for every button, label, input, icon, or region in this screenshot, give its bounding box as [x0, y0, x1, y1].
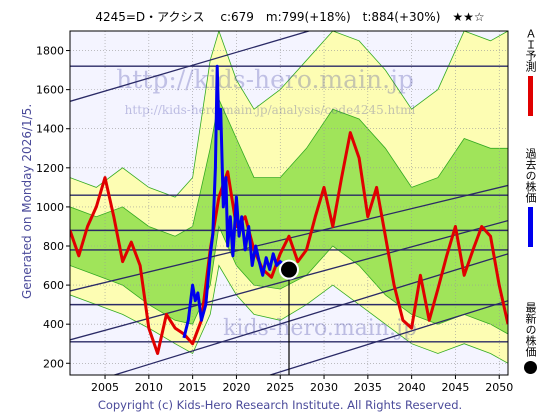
watermark: http://kids-hero.main.jp http://kids-her…	[116, 65, 417, 341]
y-tick-label: 800	[43, 240, 64, 253]
x-tick-label: 2025	[266, 381, 294, 394]
series-ai-forecast	[70, 131, 508, 355]
x-tick-label: 2010	[135, 381, 163, 394]
latest-dot	[281, 261, 297, 278]
copyright: Copyright (c) Kids-Hero Research Institu…	[97, 398, 463, 412]
legend-label-latest: 最新の株価	[524, 302, 537, 357]
y-tick-label: 600	[43, 279, 64, 292]
legend-item-past: 過去の株価	[516, 108, 544, 298]
watermark-bottom: kids-hero.main.jp	[223, 316, 417, 341]
legend-item-latest: 最新の株価	[516, 298, 544, 374]
trend-line	[70, 31, 312, 102]
x-tick-label: 2035	[354, 381, 382, 394]
watermark-main: http://kids-hero.main.jp	[116, 65, 414, 94]
x-tick-label: 2045	[441, 381, 469, 394]
y-tick-label: 1800	[36, 45, 64, 58]
legend: ＡＩ予測 過去の株価 最新の株価	[516, 28, 544, 378]
latest-marker	[279, 259, 299, 375]
series-past-price	[182, 64, 291, 339]
y-tick-label: 1600	[36, 84, 64, 97]
x-tick-label: 2040	[398, 381, 426, 394]
legend-swatch-latest	[523, 361, 537, 374]
chart-title: 4245=D・アクシス c:679 m:799(+18%) t:884(+30%…	[95, 10, 485, 24]
legend-swatch-ai	[527, 76, 533, 116]
x-axis: 2005 2010 2015 2020 2025 2030 2035 2040 2045 2050	[91, 375, 513, 394]
y-tick-label: 1400	[36, 123, 64, 136]
x-tick-label: 2030	[310, 381, 338, 394]
legend-label-ai: ＡＩ予測	[524, 28, 537, 72]
y-tick-label: 200	[43, 357, 64, 370]
x-tick-label: 2015	[179, 381, 207, 394]
x-tick-label: 2020	[222, 381, 250, 394]
plot-frame	[69, 30, 509, 376]
y-axis: 200 400 600 800 1000 1200 1400 1600 1800	[36, 45, 70, 370]
plot-area: http://kids-hero.main.jp http://kids-her…	[70, 31, 508, 375]
legend-label-past: 過去の株価	[524, 148, 537, 203]
legend-swatch-past	[527, 207, 533, 247]
generated-date: Generated on Monday 2026/1/5.	[20, 103, 34, 299]
series-lines	[70, 64, 508, 355]
y-tick-label: 1200	[36, 162, 64, 175]
legend-item-ai: ＡＩ予測	[516, 28, 544, 116]
y-tick-label: 1000	[36, 201, 64, 214]
x-tick-label: 2005	[91, 381, 119, 394]
watermark-sub: http://kids-hero.main.jp/analysis/code42…	[125, 103, 416, 117]
y-tick-label: 400	[43, 318, 64, 331]
x-tick-label: 2050	[485, 381, 513, 394]
